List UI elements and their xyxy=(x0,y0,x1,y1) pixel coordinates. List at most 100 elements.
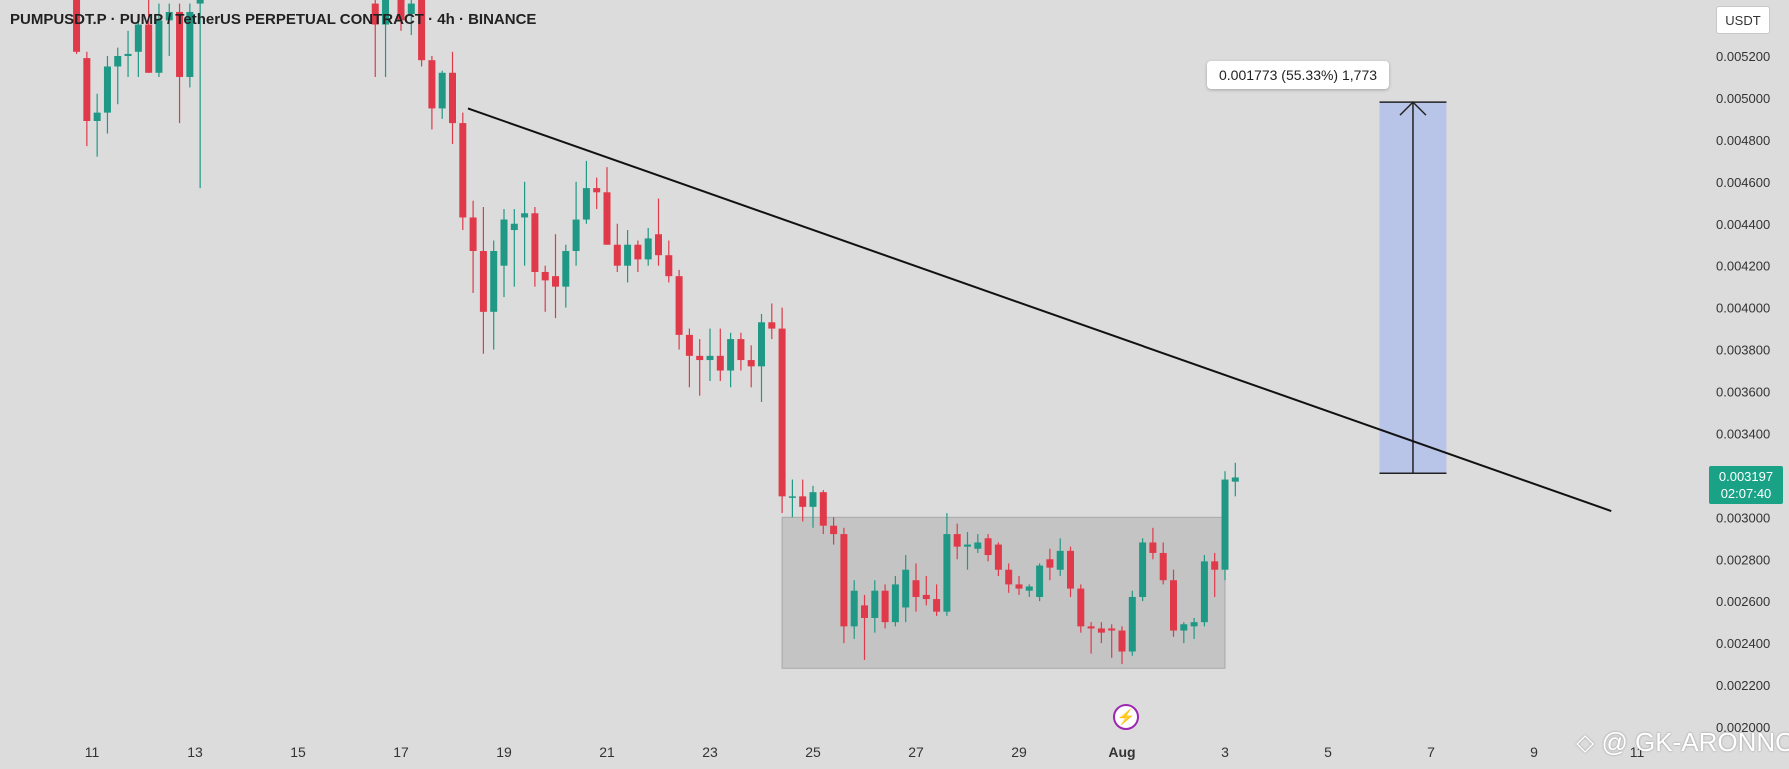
time-axis[interactable]: 11 13 15 17 19 21 23 25 27 29 Aug 3 5 7 9 11 xyxy=(85,744,1645,760)
candle-body xyxy=(572,219,580,252)
candle-body xyxy=(428,60,436,109)
candle xyxy=(1025,584,1033,597)
bar-countdown: 02:07:40 xyxy=(1720,486,1772,501)
candle-body xyxy=(1190,622,1198,627)
lightning-bolt-icon[interactable]: ⚡ xyxy=(1113,704,1139,730)
measure-label: 0.001773 (55.33%) 1,773 xyxy=(1207,61,1390,89)
candle-body xyxy=(1139,542,1147,597)
candle xyxy=(155,3,163,77)
candle xyxy=(562,244,570,308)
candle-body xyxy=(1170,580,1177,631)
candle xyxy=(943,513,951,616)
candle-body xyxy=(747,360,755,367)
candle-body xyxy=(541,271,549,281)
candle xyxy=(582,160,590,224)
candle xyxy=(165,3,173,56)
candle xyxy=(624,230,632,283)
last-price: 0.003197 xyxy=(1718,469,1774,484)
candle-body xyxy=(768,322,776,329)
candle xyxy=(572,181,580,266)
candle xyxy=(799,479,807,522)
candle-body xyxy=(73,0,81,52)
candle-body xyxy=(655,234,662,256)
time-tick-label: 11 xyxy=(1630,744,1645,760)
candle xyxy=(655,198,662,266)
candles-layer xyxy=(73,0,1239,665)
candle-body xyxy=(799,496,807,507)
candle xyxy=(1211,552,1219,597)
candle xyxy=(134,14,142,77)
candle xyxy=(675,269,683,350)
candle xyxy=(984,534,992,562)
candle xyxy=(974,534,982,553)
currency-button[interactable]: USDT xyxy=(1716,6,1770,34)
candle-body xyxy=(953,534,961,547)
descending-trendline xyxy=(467,107,1612,512)
candle-body xyxy=(1200,561,1208,623)
candle xyxy=(685,328,693,388)
price-axis[interactable]: 0.005200 0.005000 0.004800 0.004600 0.004400… xyxy=(1716,49,1770,735)
candle xyxy=(737,332,745,371)
candle xyxy=(768,303,776,340)
candle-body xyxy=(830,525,838,535)
candle xyxy=(1128,590,1136,656)
candle xyxy=(1118,626,1126,665)
candle xyxy=(778,307,786,514)
price-tick-label: 0.004800 xyxy=(1716,133,1770,148)
candle xyxy=(500,209,508,298)
candle-body xyxy=(861,605,868,618)
price-tick-label: 0.003400 xyxy=(1716,426,1770,441)
time-tick-label: 19 xyxy=(496,744,512,760)
candle-body xyxy=(1118,630,1126,652)
binance-square-icon: ⬦ xyxy=(1576,727,1595,757)
candle xyxy=(521,181,529,266)
candle-body xyxy=(943,534,951,612)
candle-body xyxy=(552,276,559,287)
candle-body xyxy=(881,590,889,623)
candle-body xyxy=(459,123,467,218)
candle-body xyxy=(613,244,621,266)
candle xyxy=(1087,622,1095,654)
time-tick-label: 23 xyxy=(702,744,718,760)
candle xyxy=(1097,622,1105,644)
price-tick-label: 0.003800 xyxy=(1716,343,1770,358)
candle-body xyxy=(1036,565,1044,597)
candle xyxy=(850,580,858,639)
candle-body xyxy=(382,0,390,25)
candle xyxy=(438,70,446,119)
price-tick-label: 0.002000 xyxy=(1716,720,1770,735)
candle xyxy=(696,339,704,396)
candle xyxy=(1036,563,1044,602)
price-tick-label: 0.004600 xyxy=(1716,175,1770,190)
candle xyxy=(73,0,81,54)
candle xyxy=(449,51,456,145)
candle-body xyxy=(994,544,1002,570)
candle-body xyxy=(1159,552,1167,581)
candle xyxy=(665,240,673,283)
candle-body xyxy=(891,584,899,623)
time-tick-label: 21 xyxy=(599,744,615,760)
candle-body xyxy=(1087,626,1095,629)
time-tick-label: 27 xyxy=(908,744,924,760)
price-tick-label: 0.005200 xyxy=(1716,49,1770,64)
candle-body xyxy=(418,0,426,61)
candle-body xyxy=(490,251,498,312)
candle-body xyxy=(1108,628,1116,631)
price-tick-label: 0.004400 xyxy=(1716,217,1770,232)
candle xyxy=(1108,624,1116,658)
last-price-tag: 0.003197 02:07:40 xyxy=(1709,466,1783,504)
candle xyxy=(922,576,930,606)
candle-body xyxy=(582,188,590,220)
candle-body xyxy=(1025,586,1033,591)
watermark-text: @ GK-ARONNO xyxy=(1601,727,1789,757)
candle-body xyxy=(1097,628,1105,633)
candle-body xyxy=(176,11,184,77)
candle-body xyxy=(922,594,930,600)
candle-body xyxy=(1180,624,1188,631)
candle xyxy=(552,234,559,319)
candle-body xyxy=(675,276,683,335)
candle-body xyxy=(716,355,724,371)
candle-body xyxy=(1149,542,1157,553)
symbol-title[interactable]: PUMPUSDT.P · PUMP / TetherUS PERPETUAL C… xyxy=(10,11,537,28)
